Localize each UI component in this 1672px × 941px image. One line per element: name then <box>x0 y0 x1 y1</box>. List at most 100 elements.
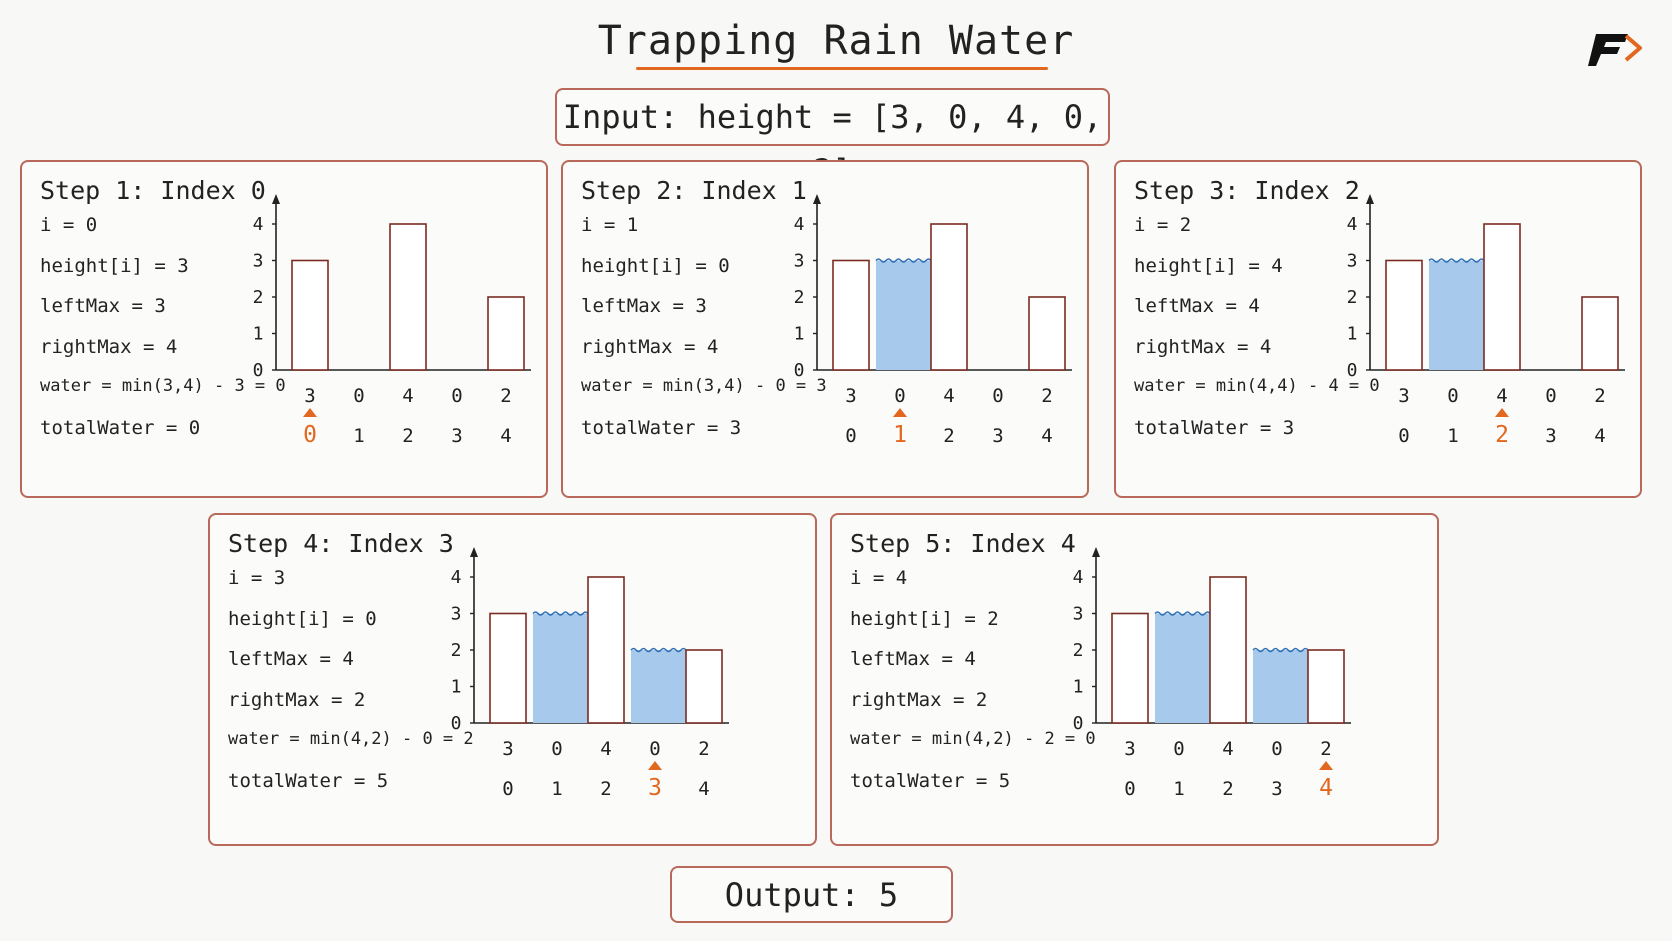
pointer-arrow-icon <box>1495 408 1509 417</box>
var-line: leftMax = 3 <box>581 295 707 317</box>
step-variables: i = 1 height[i] = 0 leftMax = 3 rightMax… <box>581 214 827 457</box>
y-tick-label: 1 <box>794 324 805 345</box>
y-tick-label: 1 <box>253 324 264 345</box>
y-tick-label: 2 <box>451 640 462 661</box>
index-label: 0 <box>1398 425 1409 447</box>
y-axis-arrow <box>272 194 280 204</box>
y-tick-label: 0 <box>253 360 264 381</box>
value-label: 0 <box>894 385 905 407</box>
step-panel-5: Step 5: Index 4 i = 4 height[i] = 2 left… <box>830 513 1439 846</box>
value-label: 3 <box>304 385 315 407</box>
var-line: i = 1 <box>581 214 639 236</box>
var-line: water = min(4,2) - 0 = 2 <box>228 729 474 749</box>
var-line: rightMax = 4 <box>1134 335 1272 358</box>
value-label: 3 <box>845 385 856 407</box>
var-line: rightMax = 2 <box>228 688 366 711</box>
y-tick-label: 4 <box>1347 214 1358 235</box>
index-label: 4 <box>1041 425 1052 447</box>
pointer-arrow-icon <box>648 761 662 770</box>
value-label: 0 <box>1173 738 1184 760</box>
value-label: 2 <box>698 738 709 760</box>
y-tick-label: 0 <box>1347 360 1358 381</box>
index-label: 0 <box>845 425 856 447</box>
title-underline <box>636 67 1048 70</box>
var-line: i = 3 <box>228 567 286 589</box>
bar <box>487 296 525 371</box>
current-index-label: 1 <box>893 422 907 448</box>
value-label: 0 <box>992 385 1003 407</box>
step-panel-4: Step 4: Index 3 i = 3 height[i] = 0 left… <box>208 513 817 846</box>
output-text: Output: 5 <box>724 876 899 914</box>
y-tick-label: 4 <box>1073 567 1084 588</box>
current-index-label: 0 <box>303 422 317 448</box>
y-tick-label: 0 <box>1073 713 1084 734</box>
step-variables: i = 2 height[i] = 4 leftMax = 4 rightMax… <box>1134 214 1380 457</box>
value-label: 0 <box>649 738 660 760</box>
step-panel-2: Step 2: Index 1 i = 1 height[i] = 0 left… <box>561 160 1089 498</box>
index-label: 3 <box>992 425 1003 447</box>
var-line: i = 0 <box>40 214 98 236</box>
bar-chart: 4 3 2 1 0 3 0 0 1 4 2 0 3 2 4 <box>451 547 729 801</box>
water-surface <box>1428 258 1490 263</box>
var-line: totalWater = 5 <box>228 769 389 792</box>
var-line: rightMax = 4 <box>581 335 719 358</box>
index-label: 2 <box>402 425 413 447</box>
index-label: 4 <box>698 778 709 800</box>
value-label: 2 <box>1320 738 1331 760</box>
water-fill <box>1429 260 1489 370</box>
water-fill <box>1253 650 1313 723</box>
value-label: 2 <box>1594 385 1605 407</box>
step-variables: i = 0 height[i] = 3 leftMax = 3 rightMax… <box>40 214 286 457</box>
value-label: 4 <box>1222 738 1233 760</box>
y-tick-label: 2 <box>1347 287 1358 308</box>
water-surface <box>532 611 594 616</box>
step-title: Step 3: Index 2 <box>1134 176 1360 205</box>
water-fill <box>631 650 691 723</box>
y-axis-arrow <box>813 194 821 204</box>
value-label: 0 <box>551 738 562 760</box>
value-label: 4 <box>943 385 954 407</box>
index-label: 4 <box>1594 425 1605 447</box>
water-surface <box>1252 647 1314 653</box>
value-label: 3 <box>502 738 513 760</box>
var-line: rightMax = 2 <box>850 688 988 711</box>
index-label: 3 <box>1271 778 1282 800</box>
y-tick-label: 4 <box>794 214 805 235</box>
y-tick-label: 3 <box>451 604 462 625</box>
bar-chart: 4 3 2 1 0 3 0 0 1 4 2 0 3 2 4 <box>794 194 1072 448</box>
value-label: 3 <box>1124 738 1135 760</box>
y-tick-label: 1 <box>451 677 462 698</box>
value-label: 2 <box>1041 385 1052 407</box>
page-title: Trapping Rain Water <box>597 18 1075 64</box>
y-tick-label: 1 <box>1347 324 1358 345</box>
y-tick-label: 3 <box>794 251 805 272</box>
current-index-label: 2 <box>1495 422 1509 448</box>
bar <box>1028 296 1066 371</box>
value-label: 0 <box>1545 385 1556 407</box>
var-line: height[i] = 0 <box>581 254 730 277</box>
bar <box>389 223 427 371</box>
bar <box>1581 296 1619 371</box>
step-title: Step 4: Index 3 <box>228 529 454 558</box>
var-line: water = min(4,2) - 2 = 0 <box>850 729 1096 749</box>
water-surface <box>630 647 692 653</box>
var-line: water = min(3,4) - 3 = 0 <box>40 376 286 396</box>
var-line: leftMax = 4 <box>850 648 976 670</box>
value-label: 4 <box>402 385 413 407</box>
var-line: totalWater = 0 <box>40 416 201 439</box>
index-label: 0 <box>1124 778 1135 800</box>
index-label: 2 <box>1222 778 1233 800</box>
y-tick-label: 2 <box>1073 640 1084 661</box>
step-title: Step 1: Index 0 <box>40 176 266 205</box>
water-surface <box>1154 611 1216 616</box>
var-line: water = min(4,4) - 4 = 0 <box>1134 376 1380 396</box>
index-label: 3 <box>451 425 462 447</box>
pointer-arrow-icon <box>893 408 907 417</box>
step-variables: i = 3 height[i] = 0 leftMax = 4 rightMax… <box>228 567 474 810</box>
water-fill <box>533 613 593 723</box>
input-box: Input: height = [3, 0, 4, 0, 2] <box>555 88 1110 190</box>
y-tick-label: 3 <box>1073 604 1084 625</box>
bar <box>832 259 870 371</box>
index-label: 1 <box>1447 425 1458 447</box>
y-tick-label: 4 <box>253 214 264 235</box>
